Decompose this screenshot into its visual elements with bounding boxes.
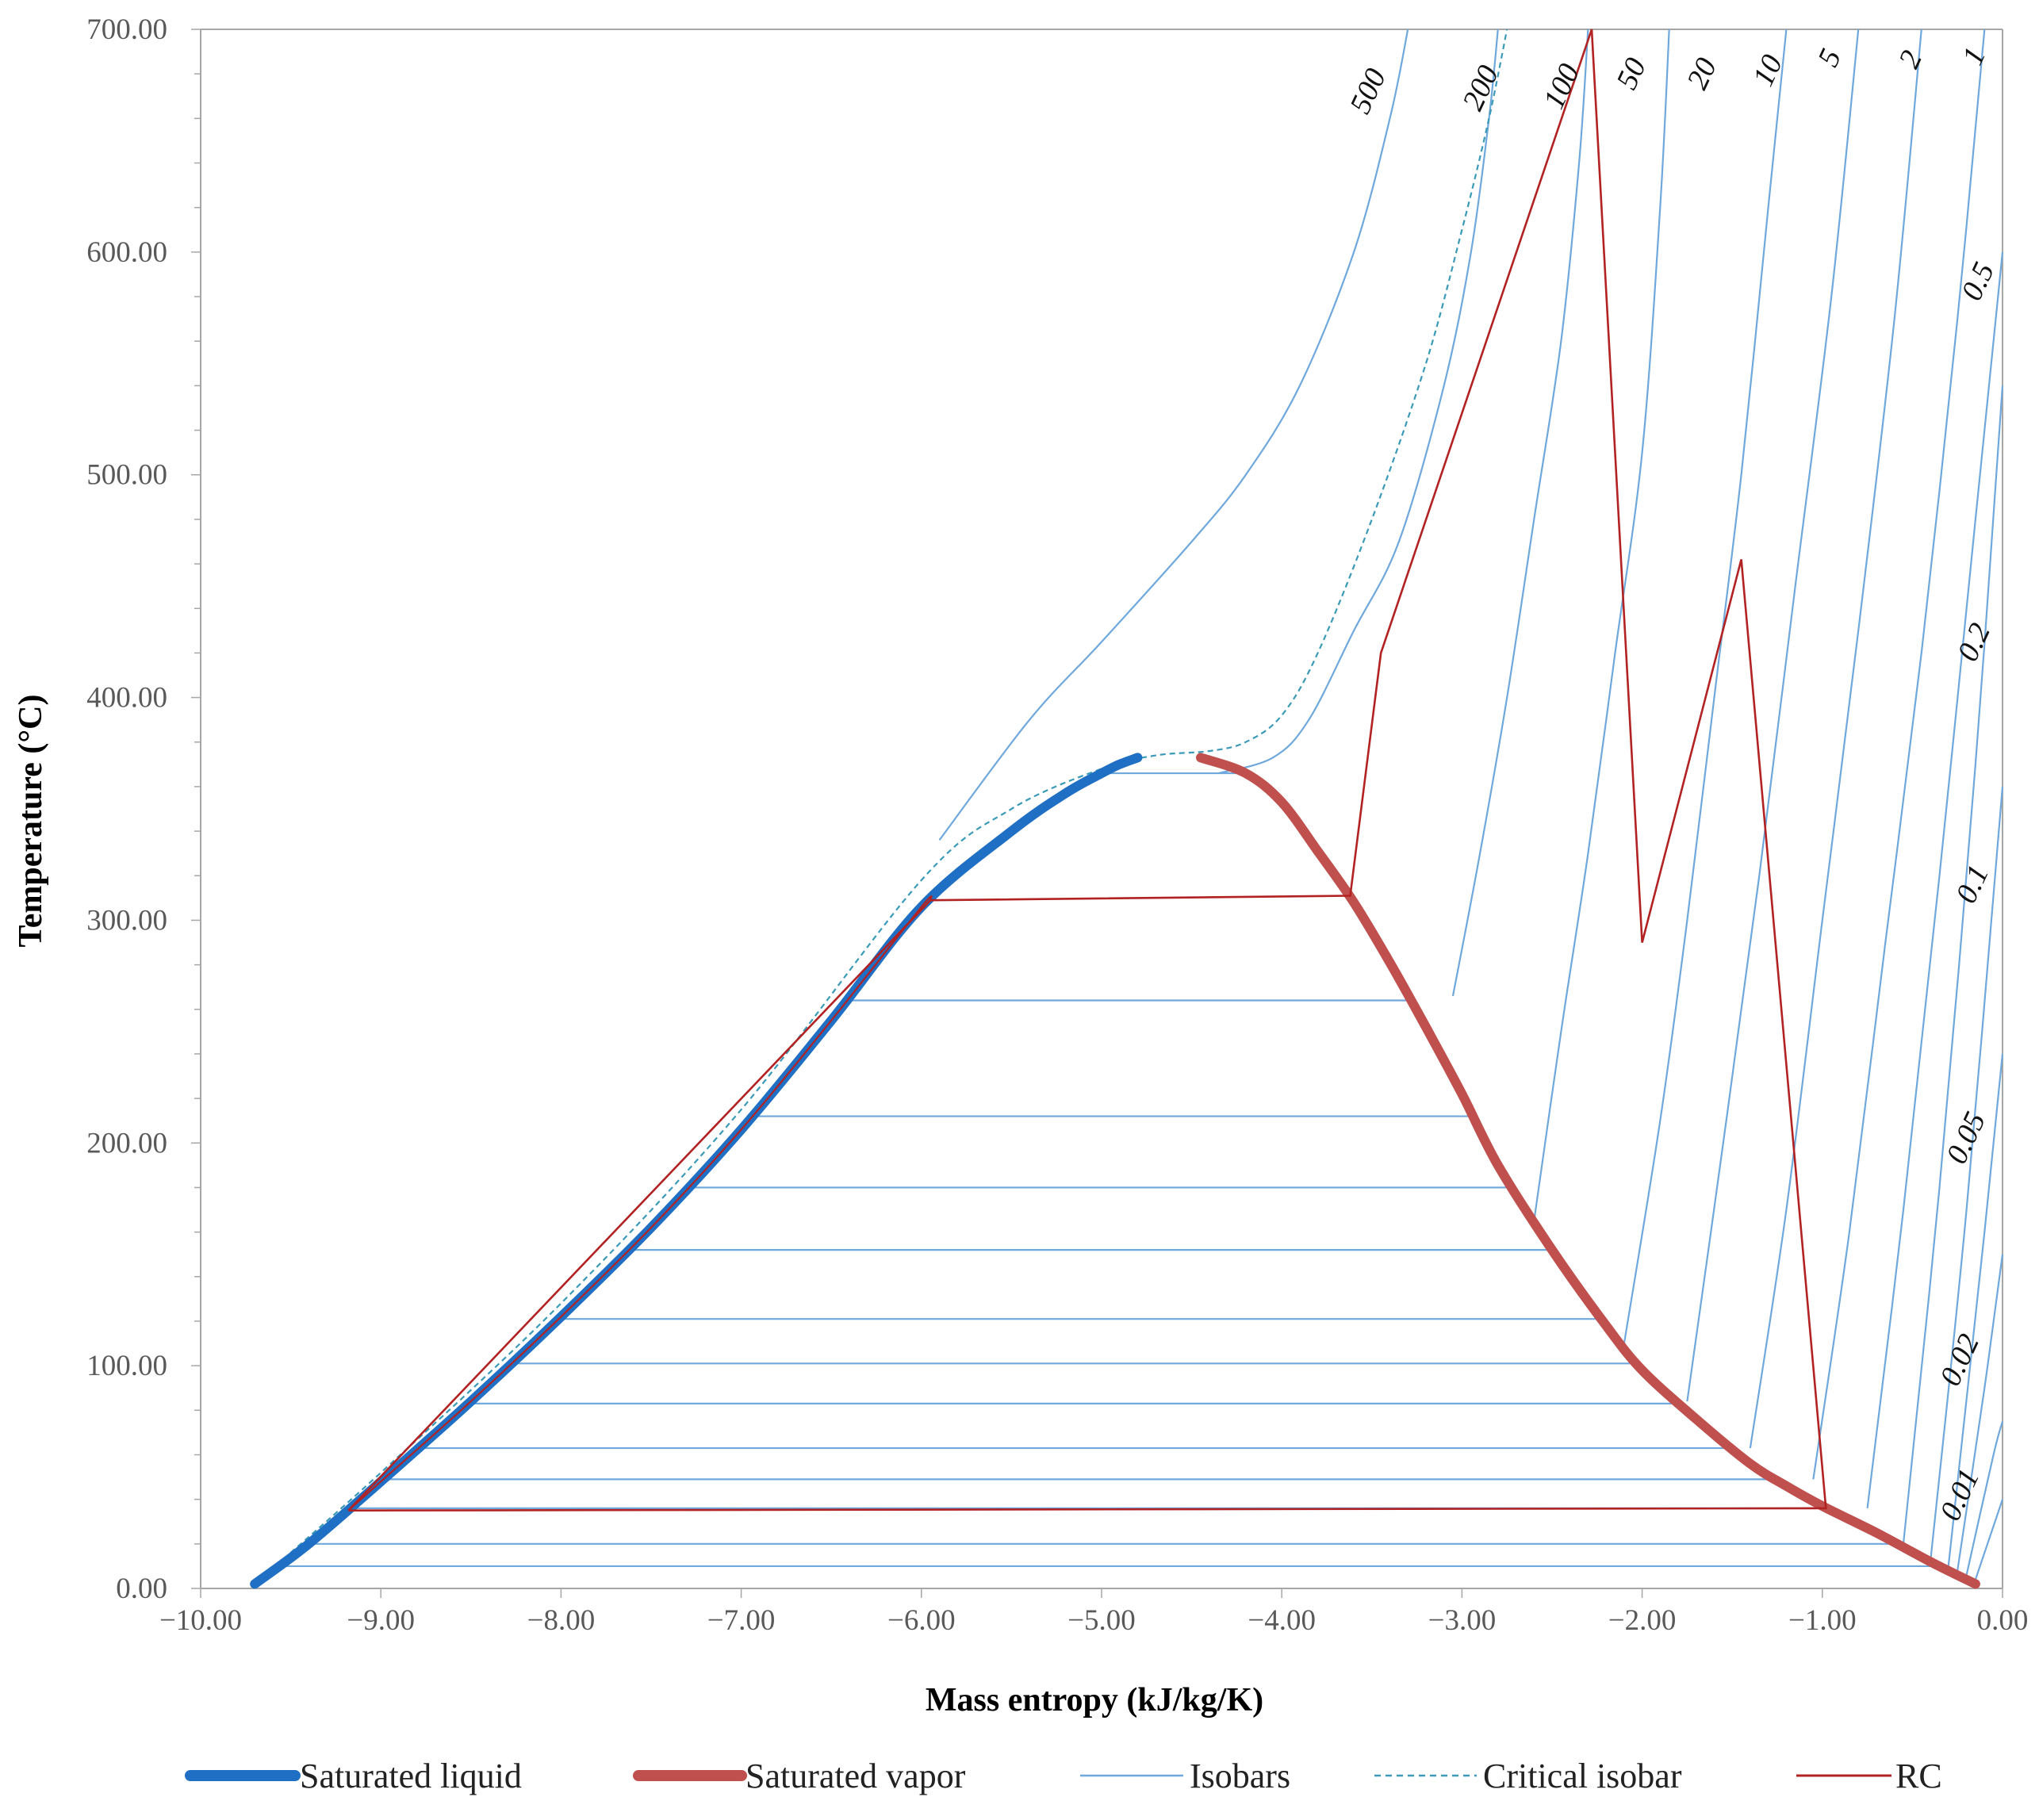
tick-labels-group: −10.00 −9.00 −8.00 −7.00 −6.00 −5.00 −4.00 −3.0… bbox=[86, 13, 2028, 1637]
critical-isobar-group bbox=[254, 29, 1508, 1585]
saturated-liquid-curve bbox=[250, 753, 1143, 1589]
isobar-curve-0_05 bbox=[1957, 1254, 2004, 1571]
isobar-curve-0_2 bbox=[1930, 786, 2004, 1562]
x-tick-label: −6.00 bbox=[887, 1604, 956, 1637]
isobar-label: 1 bbox=[1956, 42, 1992, 70]
x-tick-label: −9.00 bbox=[347, 1604, 415, 1637]
isobar-label: 50 bbox=[1610, 53, 1653, 94]
legend-label-saturated-liquid: Saturated liquid bbox=[300, 1757, 522, 1795]
isobars-group bbox=[278, 29, 2004, 1581]
isobar-curve-0_1 bbox=[1947, 1053, 2004, 1567]
rc-cycle-group bbox=[347, 29, 1827, 1512]
isobar-curve-20 bbox=[1623, 29, 1788, 1344]
saturated-vapor-group bbox=[1196, 753, 1980, 1589]
x-tick-label: −4.00 bbox=[1248, 1604, 1316, 1637]
x-tick-label: −8.00 bbox=[527, 1604, 596, 1637]
rc-cycle-path bbox=[347, 29, 1827, 1512]
critical-isobar-curve bbox=[254, 29, 1508, 1585]
legend-label-saturated-vapor: Saturated vapor bbox=[745, 1757, 966, 1795]
isobar-label: 5 bbox=[1811, 44, 1848, 71]
isobar-curve-0_01 bbox=[1974, 1499, 2004, 1581]
isobar-curve-0_02 bbox=[1965, 1421, 2004, 1576]
isobar-label: 0.02 bbox=[1934, 1329, 1986, 1391]
isobar-curve-50 bbox=[1533, 29, 1670, 1221]
legend-label-isobars: Isobars bbox=[1190, 1757, 1290, 1795]
x-axis-title: Mass entropy (kJ/kg/K) bbox=[926, 1682, 1263, 1718]
isobar-curve-5 bbox=[1749, 29, 1922, 1449]
isobar-label: 0.05 bbox=[1940, 1107, 1992, 1169]
rc-liquid-heating-path bbox=[347, 895, 933, 1512]
x-tick-label: −5.00 bbox=[1067, 1604, 1136, 1637]
isobar-label: 0.01 bbox=[1934, 1464, 1986, 1526]
x-tick-label: −1.00 bbox=[1788, 1604, 1857, 1637]
y-tick-label: 600.00 bbox=[86, 236, 167, 269]
x-tick-label: −2.00 bbox=[1608, 1604, 1677, 1637]
saturated-liquid-group bbox=[250, 753, 1143, 1589]
isobar-curve-100 bbox=[1451, 29, 1589, 997]
y-tick-label: 300.00 bbox=[86, 904, 167, 937]
isobar-label: 200 bbox=[1456, 60, 1505, 115]
isobar-curve-2 bbox=[1812, 29, 1986, 1480]
isobar-label: 2 bbox=[1892, 45, 1929, 73]
y-tick-label: 0.00 bbox=[116, 1573, 167, 1605]
isobar-labels-group: 500 200 100 50 20 10 5 2 10.50.20.10.050.020.01 bbox=[1343, 42, 2001, 1525]
isobar-label: 0.2 bbox=[1951, 619, 1997, 667]
x-tick-label: −3.00 bbox=[1428, 1604, 1497, 1637]
y-tick-label: 500.00 bbox=[86, 459, 167, 492]
isobar-curve-1 bbox=[1866, 251, 2004, 1509]
x-tick-label: 0.00 bbox=[1977, 1604, 2029, 1637]
legend-label-rc: RC bbox=[1895, 1757, 1942, 1795]
saturated-vapor-curve bbox=[1196, 753, 1980, 1589]
y-tick-label: 700.00 bbox=[86, 13, 167, 46]
axes bbox=[191, 29, 2003, 1598]
isobar-curve-200 bbox=[1218, 29, 1499, 775]
y-tick-label: 100.00 bbox=[86, 1350, 167, 1382]
x-tick-label: −10.00 bbox=[159, 1604, 242, 1637]
legend-label-critical-isobar: Critical isobar bbox=[1483, 1757, 1682, 1795]
x-tick-label: −7.00 bbox=[707, 1604, 776, 1637]
y-tick-label: 400.00 bbox=[86, 682, 167, 715]
isobar-label: 20 bbox=[1681, 53, 1723, 94]
y-axis-title: Temperature (°C) bbox=[13, 695, 49, 948]
isobar-curve-500 bbox=[938, 29, 1409, 841]
isobar-curve-10 bbox=[1686, 29, 1860, 1402]
isobar-label: 0.1 bbox=[1949, 860, 1995, 909]
legend: Saturated liquid Saturated vapor Isobars… bbox=[185, 1757, 1942, 1795]
isobar-curve-0_5 bbox=[1902, 385, 2004, 1544]
y-tick-label: 200.00 bbox=[86, 1127, 167, 1159]
isobar-label: 500 bbox=[1343, 63, 1393, 118]
